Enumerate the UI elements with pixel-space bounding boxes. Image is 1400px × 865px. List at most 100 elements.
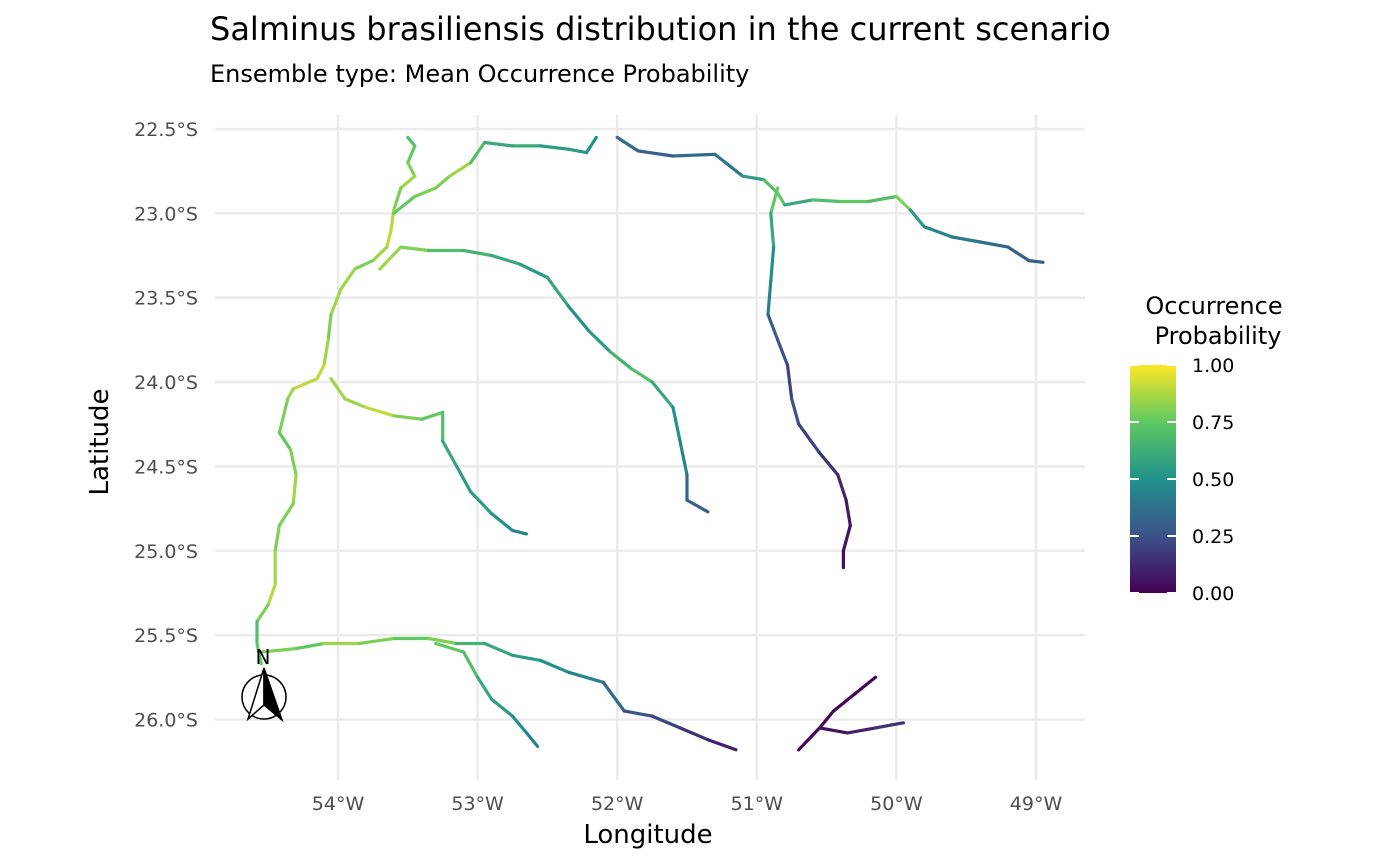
river-segment	[339, 267, 357, 291]
river-segment	[908, 208, 926, 229]
river-network	[255, 135, 1045, 752]
river-segment	[622, 709, 654, 718]
river-segment	[769, 211, 776, 249]
x-axis-ticks: 54°W 53°W 52°W 51°W 50°W 49°W	[312, 793, 1063, 815]
north-arrow-left-half	[246, 667, 265, 722]
river-segment	[766, 313, 780, 342]
river-segment	[291, 377, 319, 391]
x-tick-label: 49°W	[1010, 793, 1063, 815]
river-segment	[462, 650, 480, 679]
y-tick-label: 22.5°S	[134, 119, 198, 141]
legend-tick-label: 0.50	[1192, 469, 1234, 491]
river-segment	[462, 248, 494, 258]
river-segment	[399, 245, 431, 253]
river-segment	[329, 287, 343, 317]
river-segment	[950, 235, 982, 244]
river-segment	[392, 194, 417, 215]
river-line	[766, 186, 852, 570]
y-tick-label: 25.0°S	[134, 541, 198, 563]
north-arrow-right-half	[263, 667, 284, 723]
river-line	[817, 721, 906, 735]
river-segment	[587, 329, 612, 354]
river-segment	[277, 431, 293, 452]
river-line	[392, 135, 598, 215]
river-segment	[378, 245, 403, 271]
river-segment	[266, 582, 277, 607]
map-title: Salminus brasiliensis distribution in th…	[210, 10, 1111, 48]
legend-tick-label: 0.00	[1192, 583, 1234, 605]
river-segment	[406, 135, 417, 148]
river-segment	[329, 377, 347, 401]
legend-tick-label: 0.25	[1192, 526, 1234, 548]
river-segment	[741, 174, 766, 182]
legend-tick-label: 1.00	[1192, 355, 1234, 377]
river-segment	[584, 135, 598, 155]
river-segment	[785, 363, 794, 401]
river-segment	[259, 646, 298, 654]
color-legend: Occurrence Probability 1.00 0.75 0.50 0.25 0…	[1130, 292, 1283, 605]
river-line	[797, 675, 878, 752]
river-segment	[978, 240, 1010, 249]
river-segment	[706, 738, 738, 752]
legend-title-line1: Occurrence	[1145, 292, 1282, 320]
x-axis-title: Longitude	[583, 820, 712, 850]
river-segment	[852, 675, 878, 696]
y-tick-label: 23.0°S	[134, 203, 198, 225]
river-segment	[810, 198, 843, 204]
river-segment	[413, 186, 438, 199]
x-tick-label: 53°W	[451, 793, 504, 815]
river-segment	[797, 422, 822, 455]
x-tick-label: 54°W	[312, 793, 365, 815]
river-segment	[678, 439, 689, 477]
y-tick-label: 24.0°S	[134, 372, 198, 394]
river-segment	[490, 253, 522, 266]
river-segment	[608, 350, 633, 371]
river-segment	[636, 149, 675, 158]
river-segment	[866, 194, 899, 204]
river-segment	[353, 259, 375, 271]
river-segment	[836, 473, 848, 502]
river-segment	[685, 498, 710, 514]
river-segment	[490, 511, 515, 533]
river-segment	[406, 161, 417, 178]
river-segment	[713, 152, 745, 178]
river-segment	[844, 498, 852, 528]
map-subtitle: Ensemble type: Mean Occurrence Probabili…	[210, 60, 749, 88]
river-segment	[566, 304, 591, 333]
x-tick-label: 52°W	[591, 793, 644, 815]
river-segment	[538, 144, 570, 151]
legend-tick-label: 0.75	[1192, 412, 1234, 434]
river-segment	[601, 680, 626, 713]
river-segment	[510, 653, 543, 663]
river-segment	[315, 363, 326, 381]
river-segment	[277, 501, 295, 528]
river-segment	[392, 414, 424, 421]
river-segment	[343, 397, 368, 409]
river-segment	[841, 523, 852, 553]
river-segment	[922, 225, 954, 239]
x-tick-label: 50°W	[870, 793, 923, 815]
river-segment	[441, 439, 459, 468]
river-segment	[483, 641, 515, 657]
river-segment	[566, 670, 605, 684]
river-segment	[671, 405, 682, 443]
river-segment	[364, 405, 396, 418]
river-segment	[517, 262, 550, 280]
river-segment	[831, 692, 857, 713]
legend-ticks: 1.00 0.75 0.50 0.25 0.00	[1130, 355, 1234, 605]
river-segment	[385, 228, 393, 249]
north-arrow: N	[241, 645, 287, 723]
y-tick-label: 24.5°S	[134, 456, 198, 478]
river-segment	[420, 410, 445, 421]
river-segment	[769, 245, 776, 283]
river-segment	[469, 490, 494, 516]
river-segment	[524, 731, 540, 749]
river-segment	[469, 140, 487, 165]
river-line	[378, 245, 710, 514]
river-segment	[392, 186, 403, 212]
river-segment	[510, 528, 529, 536]
river-segment	[538, 658, 570, 674]
y-tick-label: 25.5°S	[134, 625, 198, 647]
river-line	[434, 641, 540, 749]
